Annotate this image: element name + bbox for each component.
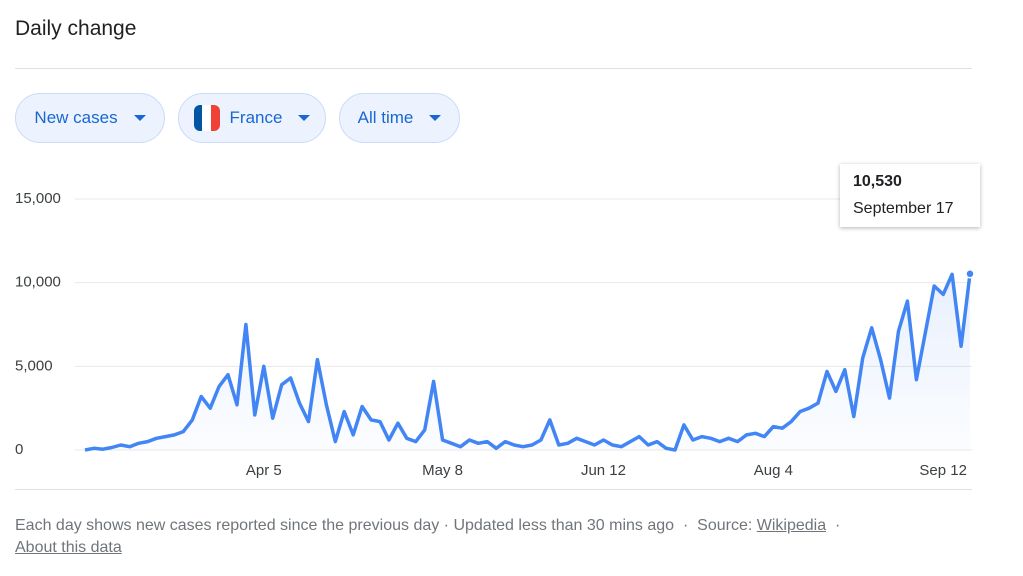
chart: 0 5,000 10,000 15,000 Apr 5 May 8 Jun 12 Aug 4 S… [15, 190, 975, 479]
flag [193, 105, 220, 131]
caret [429, 115, 442, 121]
dropdown-label: France [229, 108, 283, 127]
dropdown-label: All time [357, 108, 414, 127]
y-tick-label: 5,000 [15, 357, 53, 374]
range-dropdown[interactable]: All time [339, 93, 460, 143]
metric-dropdown[interactable]: New cases [15, 93, 165, 143]
tooltip-value: 10,530 [853, 173, 902, 190]
line [84, 272, 972, 452]
x-tick-label: Sep 12 [919, 462, 967, 479]
separator: · [835, 517, 841, 534]
about-link[interactable]: About this data [15, 539, 122, 556]
source-link[interactable]: Wikipedia [756, 517, 827, 534]
footer-note: Each day shows new cases reported since … [15, 517, 675, 534]
y-tick-label: 10,000 [15, 274, 61, 291]
tooltip: 10,530 September 17 [840, 164, 980, 227]
x-tick-label: May 8 [422, 462, 463, 479]
x-tick-label: Aug 4 [754, 462, 793, 479]
title: Daily change [15, 17, 137, 40]
source-label: Source: [697, 517, 753, 534]
divider [15, 489, 972, 490]
dropdown-label: New cases [34, 108, 118, 127]
divider [15, 68, 972, 69]
hover-dot [965, 269, 975, 279]
separator: · [682, 517, 689, 534]
caret [298, 115, 311, 121]
y-tick-label: 0 [15, 441, 23, 458]
footer: Each day shows new cases reported since … [15, 515, 975, 559]
tooltip-date: September 17 [853, 200, 954, 217]
area-fill [85, 273, 970, 450]
x-tick-label: Jun 12 [581, 462, 626, 479]
y-tick-label: 15,000 [15, 190, 61, 207]
region-dropdown[interactable]: France [178, 93, 326, 143]
x-tick-label: Apr 5 [246, 462, 282, 479]
caret [133, 115, 146, 121]
